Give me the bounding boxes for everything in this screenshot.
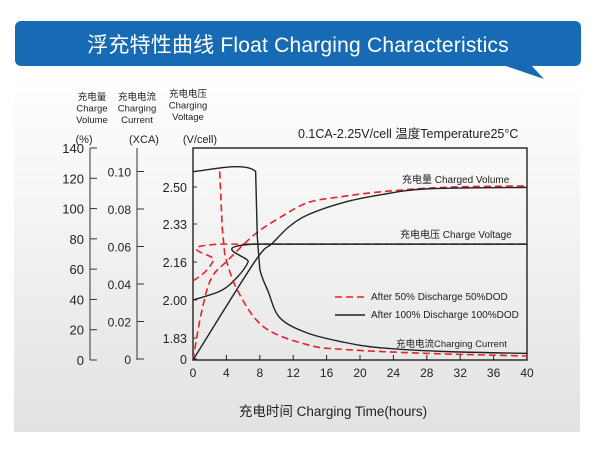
voltage-curve-50dod [192,243,527,282]
current-axis-title: 充电电流 [118,91,157,103]
voltage-axis-unit: (V/cell) [183,134,217,146]
x-tick-label: 32 [454,366,468,380]
chart-panel [14,72,580,432]
voltage-curve-100dod [192,243,527,301]
legend-label-50dod: After 50% Discharge 50%DOD [371,292,508,303]
current-curve-50dod [218,171,528,357]
volume-tick-label: 0 [77,353,84,368]
volume-curve-50dod [192,185,528,361]
volume-axis-title: Volume [76,115,108,126]
voltage-tick-label: 2.50 [163,181,187,195]
voltage-tick-label: 2.33 [163,218,187,232]
current-curve-100dod [192,165,528,355]
x-tick-label: 0 [190,366,197,380]
current-tick-label: 0 [124,353,131,367]
page-title: 浮充特性曲线 Float Charging Characteristics [87,33,509,57]
label-charged-volume: 充电量 Charged Volume [402,173,510,186]
current-tick-label: 0.10 [108,166,132,180]
legend-label-100dod: After 100% Discharge 100%DOD [371,310,519,321]
label-charging-current: 充电电流Charging Current [396,338,507,350]
x-tick-label: 4 [223,366,230,380]
x-tick-label: 24 [387,366,401,380]
volume-axis-title: Charge [76,104,107,115]
voltage-axis-title: 充电电压 [169,88,208,100]
current-axis-unit: (XCA) [129,134,159,146]
x-tick-label: 28 [420,366,434,380]
voltage-axis-title: Voltage [172,112,204,123]
title-banner: 浮充特性曲线 Float Charging Characteristics [15,21,581,66]
x-tick-label: 12 [287,366,301,380]
volume-tick-label: 60 [70,262,84,277]
current-tick-label: 0.06 [108,241,132,255]
volume-tick-label: 80 [70,232,84,247]
volume-tick-label: 100 [62,202,84,217]
x-tick-label: 16 [320,366,334,380]
label-charge-voltage: 充电电压 Charge Voltage [400,228,512,241]
volume-tick-label: 40 [70,292,84,307]
x-tick-label: 8 [256,366,263,380]
voltage-axis-title: Charging [169,101,208,112]
volume-tick-label: 120 [62,171,84,186]
voltage-tick-label: 1.83 [163,332,187,346]
current-tick-label: 0.02 [108,316,132,330]
voltage-tick-label: 2.00 [163,294,187,308]
banner-tail [500,64,544,79]
volume-tick-label: 20 [70,323,84,338]
volume-curve-100dod [192,186,528,361]
x-tick-label: 20 [353,366,367,380]
current-axis-title: Charging [118,104,157,115]
condition-note: 0.1CA-2.25V/cell 温度Temperature25°C [298,126,518,141]
x-tick-label: 36 [487,366,501,380]
current-tick-label: 0.08 [108,203,132,217]
x-tick-label: 40 [520,366,534,380]
current-tick-label: 0.04 [108,278,132,292]
voltage-tick-label: 2.16 [163,256,187,270]
volume-axis-unit: (%) [75,134,92,146]
volume-tick-label: 140 [62,141,84,156]
x-axis-title: 充电时间 Charging Time(hours) [239,404,427,419]
current-axis-title: Current [121,115,153,126]
volume-axis-title: 充电量 [78,91,107,103]
voltage-tick-label: 0 [180,353,187,367]
